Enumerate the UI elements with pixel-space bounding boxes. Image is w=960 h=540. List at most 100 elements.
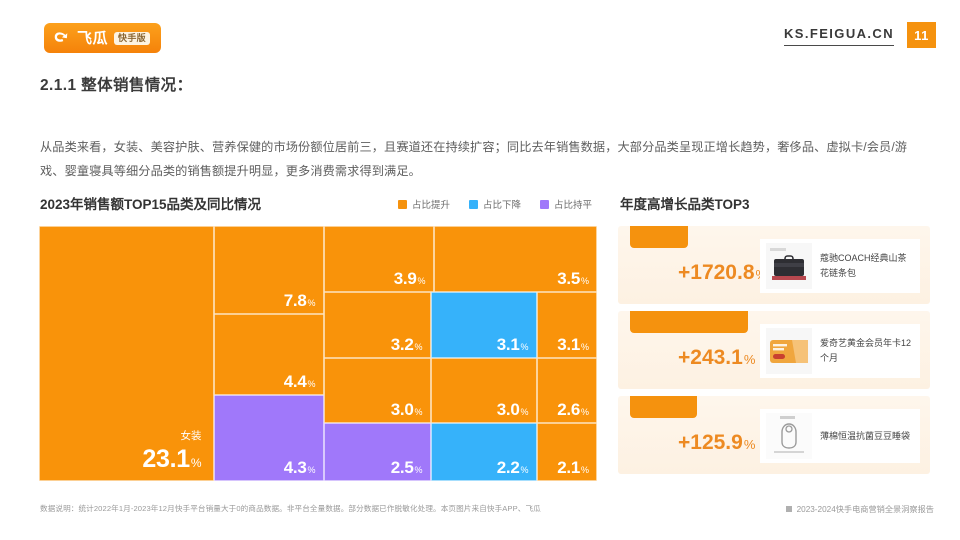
treemap-cell[interactable]: 3.9%	[323, 226, 434, 292]
brand-name: 飞瓜	[77, 29, 109, 47]
page-title: 2.1.1 整体销售情况：	[40, 77, 193, 94]
treemap-cell[interactable]: 4.4%	[213, 314, 324, 395]
feigua-swirl-icon	[52, 29, 71, 48]
growth-percent-sign: %	[743, 352, 756, 367]
report-name: 2023-2024快手电商营销全景洞察报告	[796, 505, 934, 514]
legend-label: 占比持平	[554, 200, 593, 211]
treemap-cell-value: 3.0%	[497, 401, 529, 418]
sleeping-bag-thumbnail	[766, 413, 812, 459]
square-bullet-icon	[785, 506, 792, 512]
treemap-cell[interactable]: 2.2%	[430, 423, 537, 481]
membership-card-thumbnail	[766, 328, 812, 374]
treemap-value-number: 4.4	[283, 372, 307, 391]
chart-legend: 占比提升 占比下降 占比持平	[398, 197, 592, 211]
treemap-percent-sign: %	[580, 465, 589, 475]
treemap-cell-value: 7.8%	[284, 292, 316, 309]
treemap-cell-value: 3.9%	[394, 270, 426, 287]
growth-percent: +125.9%	[678, 432, 755, 453]
page-number: 11	[907, 22, 936, 48]
treemap-percent-sign: %	[307, 465, 316, 475]
treemap-cell[interactable]: 3.2%	[323, 292, 431, 358]
data-source-note: 数据说明：统计2022年1月-2023年12月快手平台销量大于0的商品数据。非平…	[40, 504, 541, 513]
treemap-percent-sign: %	[520, 342, 529, 352]
treemap-percent-sign: %	[307, 298, 316, 308]
growth-percent-number: +1720.8	[678, 261, 755, 284]
growth-percent: +243.1%	[678, 347, 755, 368]
treemap-cell-value: 3.0%	[391, 401, 423, 418]
treemap-cell[interactable]: 女装 23.1%	[39, 226, 214, 481]
product-name: 薄棉恒温抗菌豆豆睡袋	[820, 430, 911, 441]
treemap-cell[interactable]: 7.8%	[213, 226, 324, 314]
treemap-cell[interactable]: 3.5%	[433, 226, 597, 292]
treemap-percent-sign: %	[520, 465, 529, 475]
legend-swatch-icon	[398, 199, 407, 209]
site-url: KS.FEIGUA.CN	[784, 26, 894, 46]
treemap-cell-value: 4.3%	[284, 459, 316, 476]
report-footer: 2023-2024快手电商营销全景洞察报告	[785, 503, 934, 515]
brand-badge: 快手版	[114, 31, 150, 45]
treemap-cell-value: 3.2%	[391, 336, 423, 353]
treemap-cell[interactable]: 4.3%	[213, 395, 324, 481]
legend-item-flat: 占比持平	[540, 197, 592, 211]
growth-card-list: +1720.8% 蔻驰COACH经典山茶花链条包 +243.1% 爱奇艺黄金会员年卡1…	[618, 226, 930, 481]
treemap-percent-sign: %	[580, 342, 589, 352]
treemap-value-number: 2.5	[390, 458, 414, 477]
treemap-percent-sign: %	[580, 276, 589, 286]
growth-card[interactable]: +125.9% 薄棉恒温抗菌豆豆睡袋	[618, 396, 930, 474]
treemap-value-number: 23.1	[142, 445, 190, 473]
product-tile[interactable]: 蔻驰COACH经典山茶花链条包	[760, 239, 920, 293]
growth-card[interactable]: +1720.8% 蔻驰COACH经典山茶花链条包	[618, 226, 930, 304]
treemap-cell-value: 23.1%	[142, 447, 201, 472]
treemap-percent-sign: %	[417, 276, 426, 286]
treemap-cell[interactable]: 2.6%	[536, 358, 597, 423]
treemap-value-number: 2.2	[496, 458, 520, 477]
growth-bar	[630, 311, 748, 333]
legend-swatch-icon	[540, 199, 550, 209]
treemap-percent-sign: %	[307, 379, 316, 389]
treemap-chart: 女装 23.1% 7.8% 4.4% 4.3% 3.9% 3.5% 3.2% 3.1% 3.1% 3…	[39, 226, 597, 481]
treemap-value-number: 3.1	[496, 335, 520, 354]
treemap-value-number: 2.6	[557, 400, 580, 419]
treemap-cell[interactable]: 2.1%	[536, 423, 597, 481]
legend-item-down: 占比下降	[469, 197, 521, 211]
treemap-cell[interactable]: 3.0%	[430, 358, 537, 423]
growth-panel-title: 年度高增长品类TOP3	[620, 197, 750, 212]
legend-label: 占比下降	[483, 200, 522, 211]
product-name: 蔻驰COACH经典山茶花链条包	[820, 253, 907, 278]
treemap-cell-value: 3.1%	[497, 336, 529, 353]
treemap-value-number: 3.0	[496, 400, 520, 419]
treemap-cell-name: 女装	[180, 430, 202, 442]
brand-logo[interactable]: 飞瓜 快手版	[44, 23, 161, 53]
growth-bar	[630, 226, 688, 248]
treemap-cell-value: 3.5%	[557, 270, 589, 287]
treemap-value-number: 7.8	[283, 291, 307, 310]
treemap-value-number: 3.2	[390, 335, 414, 354]
treemap-value-number: 3.0	[390, 400, 414, 419]
product-tile[interactable]: 爱奇艺黄金会员年卡12个月	[760, 324, 920, 378]
treemap-value-number: 2.1	[557, 458, 580, 477]
legend-swatch-icon	[469, 199, 479, 209]
growth-card[interactable]: +243.1% 爱奇艺黄金会员年卡12个月	[618, 311, 930, 389]
growth-percent-number: +125.9	[678, 431, 743, 454]
treemap-cell[interactable]: 2.5%	[323, 423, 431, 481]
treemap-cell[interactable]: 3.1%	[430, 292, 537, 358]
treemap-percent-sign: %	[580, 407, 589, 417]
legend-label: 占比提升	[412, 200, 451, 211]
treemap-percent-sign: %	[190, 456, 202, 470]
treemap-cell-value: 2.2%	[497, 459, 529, 476]
product-tile[interactable]: 薄棉恒温抗菌豆豆睡袋	[760, 409, 920, 463]
treemap-cell-value: 3.1%	[557, 336, 589, 353]
treemap-cell[interactable]: 3.0%	[323, 358, 431, 423]
product-name: 爱奇艺黄金会员年卡12个月	[820, 338, 912, 363]
treemap-value-number: 3.9	[393, 269, 417, 288]
treemap-cell-value: 2.5%	[391, 459, 423, 476]
treemap-cell-value: 4.4%	[284, 373, 316, 390]
growth-percent: +1720.8%	[678, 262, 767, 283]
treemap-value-number: 4.3	[283, 458, 307, 477]
treemap-value-number: 3.5	[557, 269, 580, 288]
handbag-thumbnail	[766, 243, 812, 289]
treemap-percent-sign: %	[414, 465, 423, 475]
treemap-cell[interactable]: 3.1%	[536, 292, 597, 358]
legend-item-up: 占比提升	[398, 197, 450, 211]
